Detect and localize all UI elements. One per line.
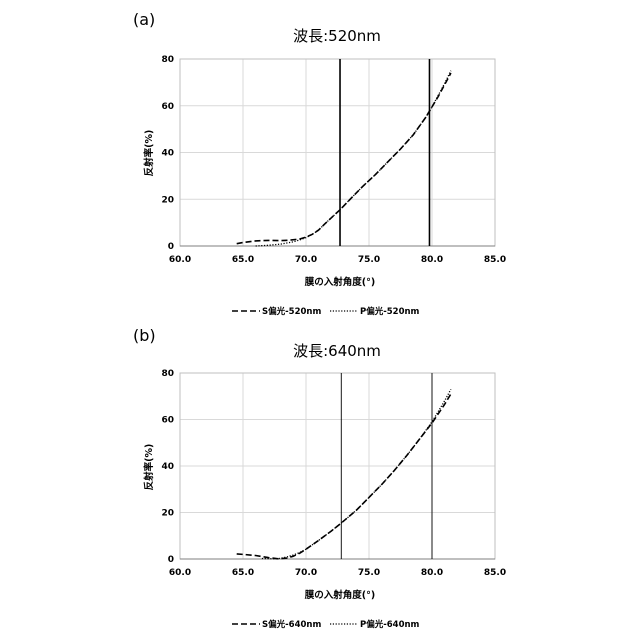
chart-title: 波長:640nm (293, 342, 381, 360)
panel-label: (a) (133, 10, 155, 29)
x-tick-label: 85.0 (484, 255, 506, 265)
series-line-dashed (237, 394, 451, 559)
legend-label: S偏光-520nm (262, 306, 321, 317)
y-tick-label: 40 (161, 149, 174, 159)
x-axis-label: 膜の入射角度(°) (304, 276, 375, 288)
legend-label: P偏光-520nm (360, 306, 420, 317)
series-line-dashed (237, 73, 451, 244)
y-axis-label: 反射率(%) (143, 130, 155, 177)
legend-label: P偏光-640nm (360, 619, 420, 630)
x-tick-label: 80.0 (421, 568, 443, 578)
series-line-dotted (262, 389, 451, 559)
x-tick-label: 75.0 (358, 255, 380, 265)
chart-panel-b: (b) 波長:640nm 60.0 65.0 70.0 75.0 80.0 85.0 0 20… (133, 326, 506, 630)
y-tick-label: 60 (161, 102, 174, 112)
y-tick-label: 20 (161, 195, 174, 205)
x-tick-label: 80.0 (421, 255, 443, 265)
y-tick-label: 80 (161, 55, 174, 65)
legend: S偏光-520nm P偏光-520nm (232, 306, 420, 317)
chart-panel-a: (a) 波長:520nm 60.0 65.0 70.0 75.0 80.0 85.0 0 20… (133, 10, 506, 317)
chart-title: 波長:520nm (293, 27, 381, 45)
x-tick-label: 85.0 (484, 568, 506, 578)
y-axis-label: 反射率(%) (143, 444, 155, 491)
x-tick-label: 65.0 (232, 255, 254, 265)
y-tick-label: 20 (161, 509, 174, 519)
y-tick-label: 60 (161, 416, 174, 426)
x-tick-label: 60.0 (169, 255, 191, 265)
x-tick-label: 70.0 (295, 255, 317, 265)
x-tick-label: 65.0 (232, 568, 254, 578)
panel-label: (b) (133, 326, 156, 345)
legend: S偏光-640nm P偏光-640nm (232, 619, 420, 630)
x-tick-label: 70.0 (295, 568, 317, 578)
y-tick-label: 80 (161, 369, 174, 379)
x-tick-label: 75.0 (358, 568, 380, 578)
series-line-dotted (256, 71, 451, 246)
y-tick-label: 40 (161, 462, 174, 472)
legend-label: S偏光-640nm (262, 619, 321, 630)
x-tick-label: 60.0 (169, 568, 191, 578)
y-tick-label: 0 (168, 555, 174, 565)
y-tick-label: 0 (168, 242, 174, 252)
x-axis-label: 膜の入射角度(°) (304, 589, 375, 601)
